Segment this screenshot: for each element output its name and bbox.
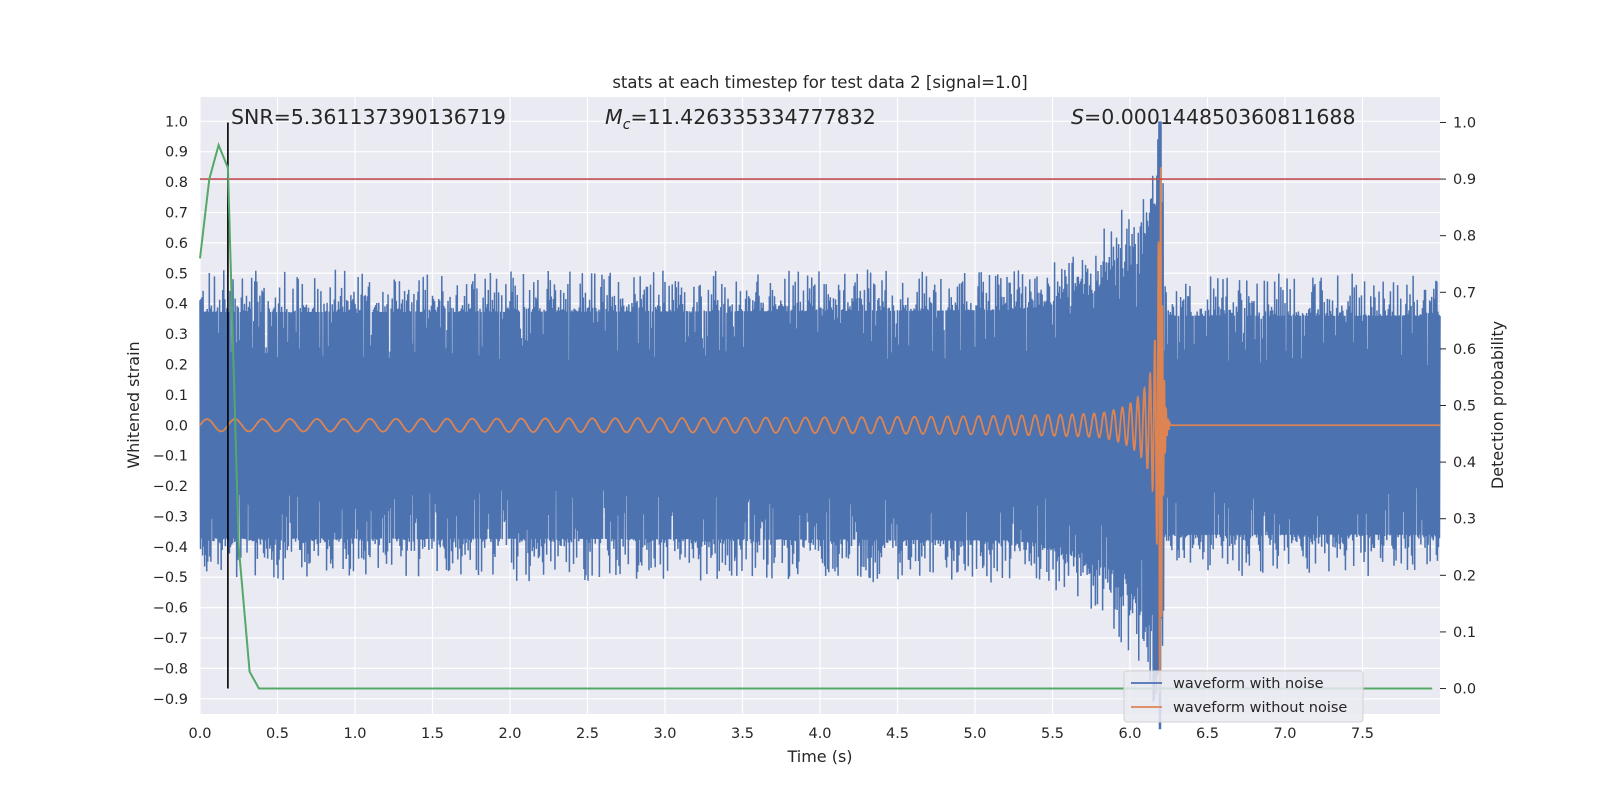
series-waveform-with-noise <box>199 121 1441 730</box>
y-tick-label: −0.2 <box>153 479 188 495</box>
y-right-tick-label: 0.7 <box>1453 285 1476 301</box>
marker-layer <box>199 122 1440 690</box>
x-tick-label: 5.0 <box>963 726 986 742</box>
y-right-tick-label: 0.9 <box>1453 172 1476 188</box>
y-tick-label: 0.0 <box>165 418 188 434</box>
legend-label-noise: waveform with noise <box>1173 676 1324 692</box>
y-tick-label: 0.7 <box>165 205 188 221</box>
y-right-tick-label: 1.0 <box>1453 115 1476 131</box>
snr-annotation: SNR=5.361137390136719 <box>231 105 506 129</box>
x-tick-label: 2.0 <box>498 726 521 742</box>
y-right-axis-label: Detection probability <box>1488 321 1507 489</box>
x-tick-label: 3.0 <box>653 726 676 742</box>
x-tick-labels: 0.0 0.5 1.0 1.5 2.0 2.5 3.0 3.5 4.0 4.5 5.0 5.5 6.0 6… <box>188 726 1374 742</box>
x-tick-label: 1.5 <box>421 726 444 742</box>
y-axis-label: Whitened strain <box>124 341 143 468</box>
y-tick-label: −0.6 <box>153 601 188 617</box>
series-waveform-without-noise <box>199 167 1440 693</box>
series-detection-probability <box>199 142 1433 690</box>
legend-label-clean: waveform without noise <box>1173 700 1347 716</box>
x-tick-label: 2.5 <box>576 726 599 742</box>
x-tick-label: 7.5 <box>1351 726 1374 742</box>
y-tick-label: 0.9 <box>165 145 188 161</box>
y-tick-label: 0.8 <box>165 175 188 191</box>
y-right-tick-label: 0.5 <box>1453 399 1476 415</box>
y-right-tick-labels: 1.0 0.9 0.8 0.7 0.6 0.5 0.4 0.3 0.2 0.1 0.0 <box>1440 115 1476 698</box>
x-tick-label: 4.5 <box>886 726 909 742</box>
x-tick-label: 0.0 <box>188 726 211 742</box>
x-tick-label: 0.5 <box>266 726 289 742</box>
y-tick-label: 0.3 <box>165 327 188 343</box>
y-tick-label: 0.2 <box>165 357 188 373</box>
y-right-tick-label: 0.4 <box>1453 455 1476 471</box>
s-annotation: S=0.000144850360811688 <box>1071 105 1356 129</box>
y-tick-label: −0.9 <box>153 692 188 708</box>
x-tick-label: 6.0 <box>1118 726 1141 742</box>
x-tick-label: 1.0 <box>343 726 366 742</box>
y-tick-label: −0.4 <box>153 540 188 556</box>
y-tick-label: 0.4 <box>165 297 188 313</box>
y-right-tick-label: 0.0 <box>1453 682 1476 698</box>
y-tick-label: 0.1 <box>165 388 188 404</box>
x-tick-label: 3.5 <box>731 726 754 742</box>
x-tick-label: 7.0 <box>1273 726 1296 742</box>
y-right-tick-label: 0.6 <box>1453 342 1476 358</box>
y-tick-label: −0.1 <box>153 449 188 465</box>
y-tick-label: −0.8 <box>153 661 188 677</box>
y-tick-label: 1.0 <box>165 114 188 130</box>
y-tick-labels: 1.0 0.9 0.8 0.7 0.6 0.5 0.4 0.3 0.2 0.1 0.0 −0.1 −0.… <box>153 114 188 707</box>
y-right-tick-label: 0.2 <box>1453 568 1476 584</box>
y-tick-label: −0.3 <box>153 509 188 525</box>
x-tick-label: 5.5 <box>1041 726 1064 742</box>
y-right-tick-label: 0.8 <box>1453 229 1476 245</box>
x-axis-label: Time (s) <box>786 747 852 766</box>
series-layer <box>199 121 1441 730</box>
chirp-mass-annotation: Mc=11.426335334777832 <box>605 105 876 133</box>
y-tick-label: −0.7 <box>153 631 188 647</box>
y-tick-label: 0.6 <box>165 236 188 252</box>
chart-title: stats at each timestep for test data 2 [… <box>612 73 1027 92</box>
y-tick-label: 0.5 <box>165 266 188 282</box>
y-tick-label: −0.5 <box>153 570 188 586</box>
legend-box <box>1123 670 1364 723</box>
legend: waveform with noise waveform without noi… <box>1123 670 1364 723</box>
y-right-tick-label: 0.1 <box>1453 625 1476 641</box>
x-tick-label: 6.5 <box>1196 726 1219 742</box>
x-tick-label: 4.0 <box>808 726 831 742</box>
y-right-tick-label: 0.3 <box>1453 512 1476 528</box>
